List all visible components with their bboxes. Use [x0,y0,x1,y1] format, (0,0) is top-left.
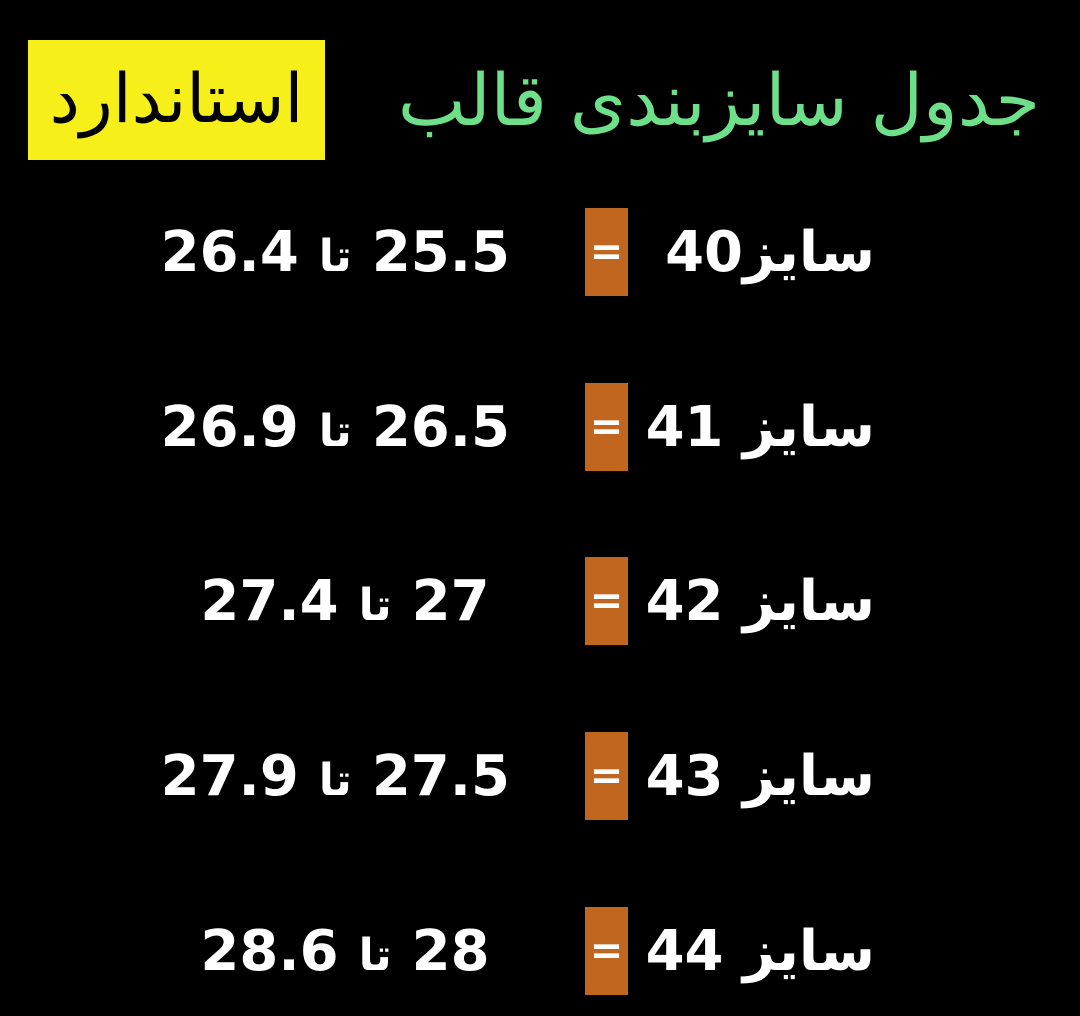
size-row: سایز 43 = 27.5 تا 27.9 [0,732,1080,822]
range-joiner: تا [318,231,352,282]
size-range: 27 تا 27.4 [170,557,520,647]
equals-box: = [585,557,628,645]
size-range: 25.5 تا 26.4 [161,208,520,298]
size-label: سایز 43 [645,744,875,809]
range-joiner: تا [358,930,392,981]
size-row: سایز 41 = 26.5 تا 26.9 [0,383,1080,473]
equals-box: = [585,732,628,820]
size-label: سایز 44 [645,919,875,984]
size-range: 28 تا 28.6 [170,907,520,997]
range-from: 27.5 [371,744,510,809]
range-to: 26.9 [160,395,299,460]
range-joiner: تا [318,406,352,457]
range-to: 26.4 [160,220,299,285]
size-label: سایز 41 [645,395,875,460]
equals-box: = [585,208,628,296]
size-range: 26.5 تا 26.9 [161,383,520,473]
size-label: سایز 42 [645,569,875,634]
equals-box: = [585,383,628,471]
range-from: 25.5 [371,220,510,285]
range-from: 28 [411,919,490,984]
title: جدول سایزبندی قالب [397,58,1040,142]
range-to: 27.4 [200,569,339,634]
equals-box: = [585,907,628,995]
size-label: سایز40 [665,220,875,285]
range-from: 27 [411,569,490,634]
size-row: سایز40 = 25.5 تا 26.4 [0,208,1080,298]
range-joiner: تا [358,580,392,631]
size-row: سایز 42 = 27 تا 27.4 [0,557,1080,647]
range-from: 26.5 [371,395,510,460]
range-joiner: تا [318,755,352,806]
size-range: 27.5 تا 27.9 [161,732,520,822]
range-to: 27.9 [160,744,299,809]
title-highlight: استاندارد [28,40,325,160]
size-row: سایز 44 = 28 تا 28.6 [0,907,1080,997]
range-to: 28.6 [200,919,339,984]
